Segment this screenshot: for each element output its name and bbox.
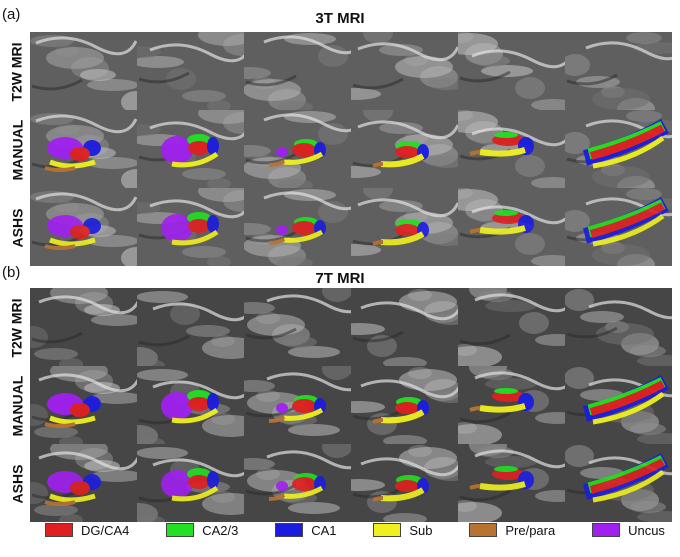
mri-slice-image: [244, 32, 351, 110]
mri-slice-image: [565, 32, 672, 110]
legend-label: DG/CA4: [81, 523, 129, 538]
legend-item-dgca4: DG/CA4: [45, 523, 129, 538]
legend-item-prepara: Pre/para: [469, 523, 555, 538]
mri-slice-image: [30, 110, 137, 188]
row-label-t2w-3t: T2W MRI: [4, 32, 30, 112]
legend-swatch: [275, 523, 303, 537]
mri-slice-image: [565, 366, 672, 444]
mri-slice-image: [30, 188, 137, 266]
legend-swatch: [592, 523, 620, 537]
legend-label: Pre/para: [505, 523, 555, 538]
row-label-ashs-3t: ASHS: [4, 188, 30, 268]
legend-item-ca23: CA2/3: [166, 523, 238, 538]
mri-slice-image: [137, 32, 244, 110]
mri-slice-image: [458, 288, 565, 366]
legend-label: Sub: [409, 523, 432, 538]
mri-slice-image: [351, 444, 458, 522]
mri-slice-image: [351, 366, 458, 444]
mri-slice-image: [458, 188, 565, 266]
mri-slice-image: [351, 110, 458, 188]
mri-slice-image: [30, 366, 137, 444]
legend-label: Uncus: [628, 523, 665, 538]
legend-swatch: [469, 523, 497, 537]
legend-swatch: [45, 523, 73, 537]
legend-swatch: [373, 523, 401, 537]
mri-slice-image: [565, 110, 672, 188]
legend-swatch: [166, 523, 194, 537]
legend-item-uncus: Uncus: [592, 523, 665, 538]
mri-slice-image: [137, 188, 244, 266]
legend-label: CA2/3: [202, 523, 238, 538]
mri-slice-image: [458, 444, 565, 522]
mri-slice-image: [137, 288, 244, 366]
mri-slice-image: [137, 444, 244, 522]
mri-slice-image: [351, 188, 458, 266]
legend: DG/CA4 CA2/3 CA1 Sub Pre/para Uncus: [45, 520, 665, 540]
mri-grid-3t: [30, 32, 672, 266]
mri-slice-image: [244, 110, 351, 188]
mri-slice-image: [351, 288, 458, 366]
mri-slice-image: [137, 110, 244, 188]
legend-label: CA1: [311, 523, 336, 538]
mri-slice-image: [30, 32, 137, 110]
panel-a-title: 3T MRI: [0, 10, 680, 27]
row-label-manual-3t: MANUAL: [4, 110, 30, 190]
mri-slice-image: [244, 366, 351, 444]
mri-slice-image: [458, 110, 565, 188]
row-label-ashs-7t: ASHS: [4, 444, 30, 524]
legend-item-sub: Sub: [373, 523, 432, 538]
panel-b-title: 7T MRI: [0, 270, 680, 287]
mri-slice-image: [244, 188, 351, 266]
mri-slice-image: [565, 288, 672, 366]
legend-item-ca1: CA1: [275, 523, 336, 538]
mri-slice-image: [458, 366, 565, 444]
mri-slice-image: [244, 444, 351, 522]
mri-slice-image: [565, 188, 672, 266]
row-label-t2w-7t: T2W MRI: [4, 288, 30, 368]
mri-slice-image: [30, 288, 137, 366]
mri-slice-image: [565, 444, 672, 522]
mri-grid-7t: [30, 288, 672, 522]
mri-slice-image: [30, 444, 137, 522]
mri-slice-image: [244, 288, 351, 366]
row-label-manual-7t: MANUAL: [4, 366, 30, 446]
mri-slice-image: [458, 32, 565, 110]
mri-slice-image: [351, 32, 458, 110]
mri-slice-image: [137, 366, 244, 444]
